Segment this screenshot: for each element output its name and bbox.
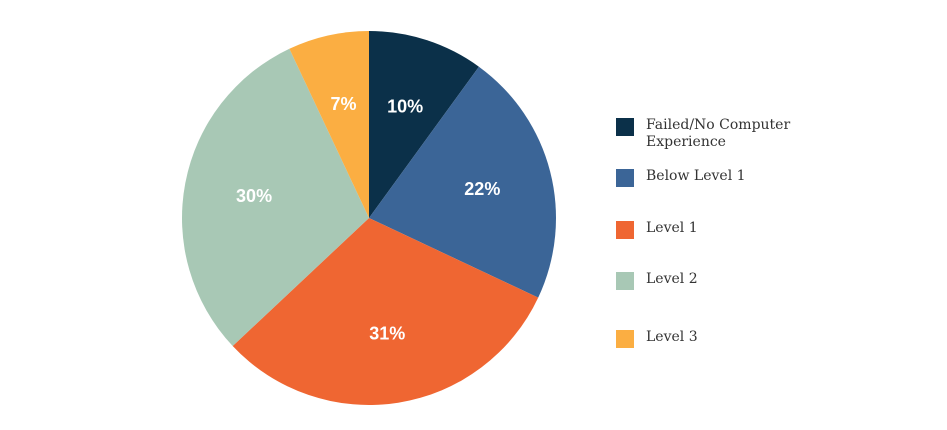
data-label-failed-no-computer-experience: 10% bbox=[387, 97, 423, 117]
pie-slices bbox=[182, 31, 557, 405]
pie-slice-level-3 bbox=[289, 31, 369, 218]
legend-swatch bbox=[616, 221, 634, 239]
legend: Failed/No Computer Experience Below Leve… bbox=[616, 117, 936, 357]
legend-item-level-2: Level 2 bbox=[616, 271, 836, 290]
pie-data-labels: 10% 22% 31% 30% 7% bbox=[236, 94, 500, 344]
pie-slice-failed-no-computer-experience bbox=[369, 31, 479, 218]
pie-slice-level-2 bbox=[182, 48, 369, 347]
legend-label: Level 2 bbox=[646, 271, 698, 287]
data-label-below-level-1: 22% bbox=[464, 179, 500, 199]
legend-label: Level 1 bbox=[646, 220, 698, 236]
legend-label: Failed/No Computer Experience bbox=[646, 117, 791, 150]
legend-item-below-level-1: Below Level 1 bbox=[616, 168, 836, 187]
legend-label: Level 3 bbox=[646, 329, 698, 345]
legend-item-level-1: Level 1 bbox=[616, 220, 836, 239]
data-label-level-2: 30% bbox=[236, 186, 272, 206]
legend-swatch bbox=[616, 330, 634, 348]
pie-slice-level-1 bbox=[232, 218, 539, 405]
data-label-level-1: 31% bbox=[369, 324, 405, 344]
legend-swatch bbox=[616, 272, 634, 290]
data-label-level-3: 7% bbox=[330, 94, 356, 114]
legend-item-failed-no-computer-experience: Failed/No Computer Experience bbox=[616, 117, 836, 151]
legend-label: Below Level 1 bbox=[646, 168, 746, 184]
legend-swatch bbox=[616, 169, 634, 187]
pie-slice-below-level-1 bbox=[369, 66, 557, 298]
legend-swatch bbox=[616, 118, 634, 136]
legend-item-level-3: Level 3 bbox=[616, 329, 836, 348]
